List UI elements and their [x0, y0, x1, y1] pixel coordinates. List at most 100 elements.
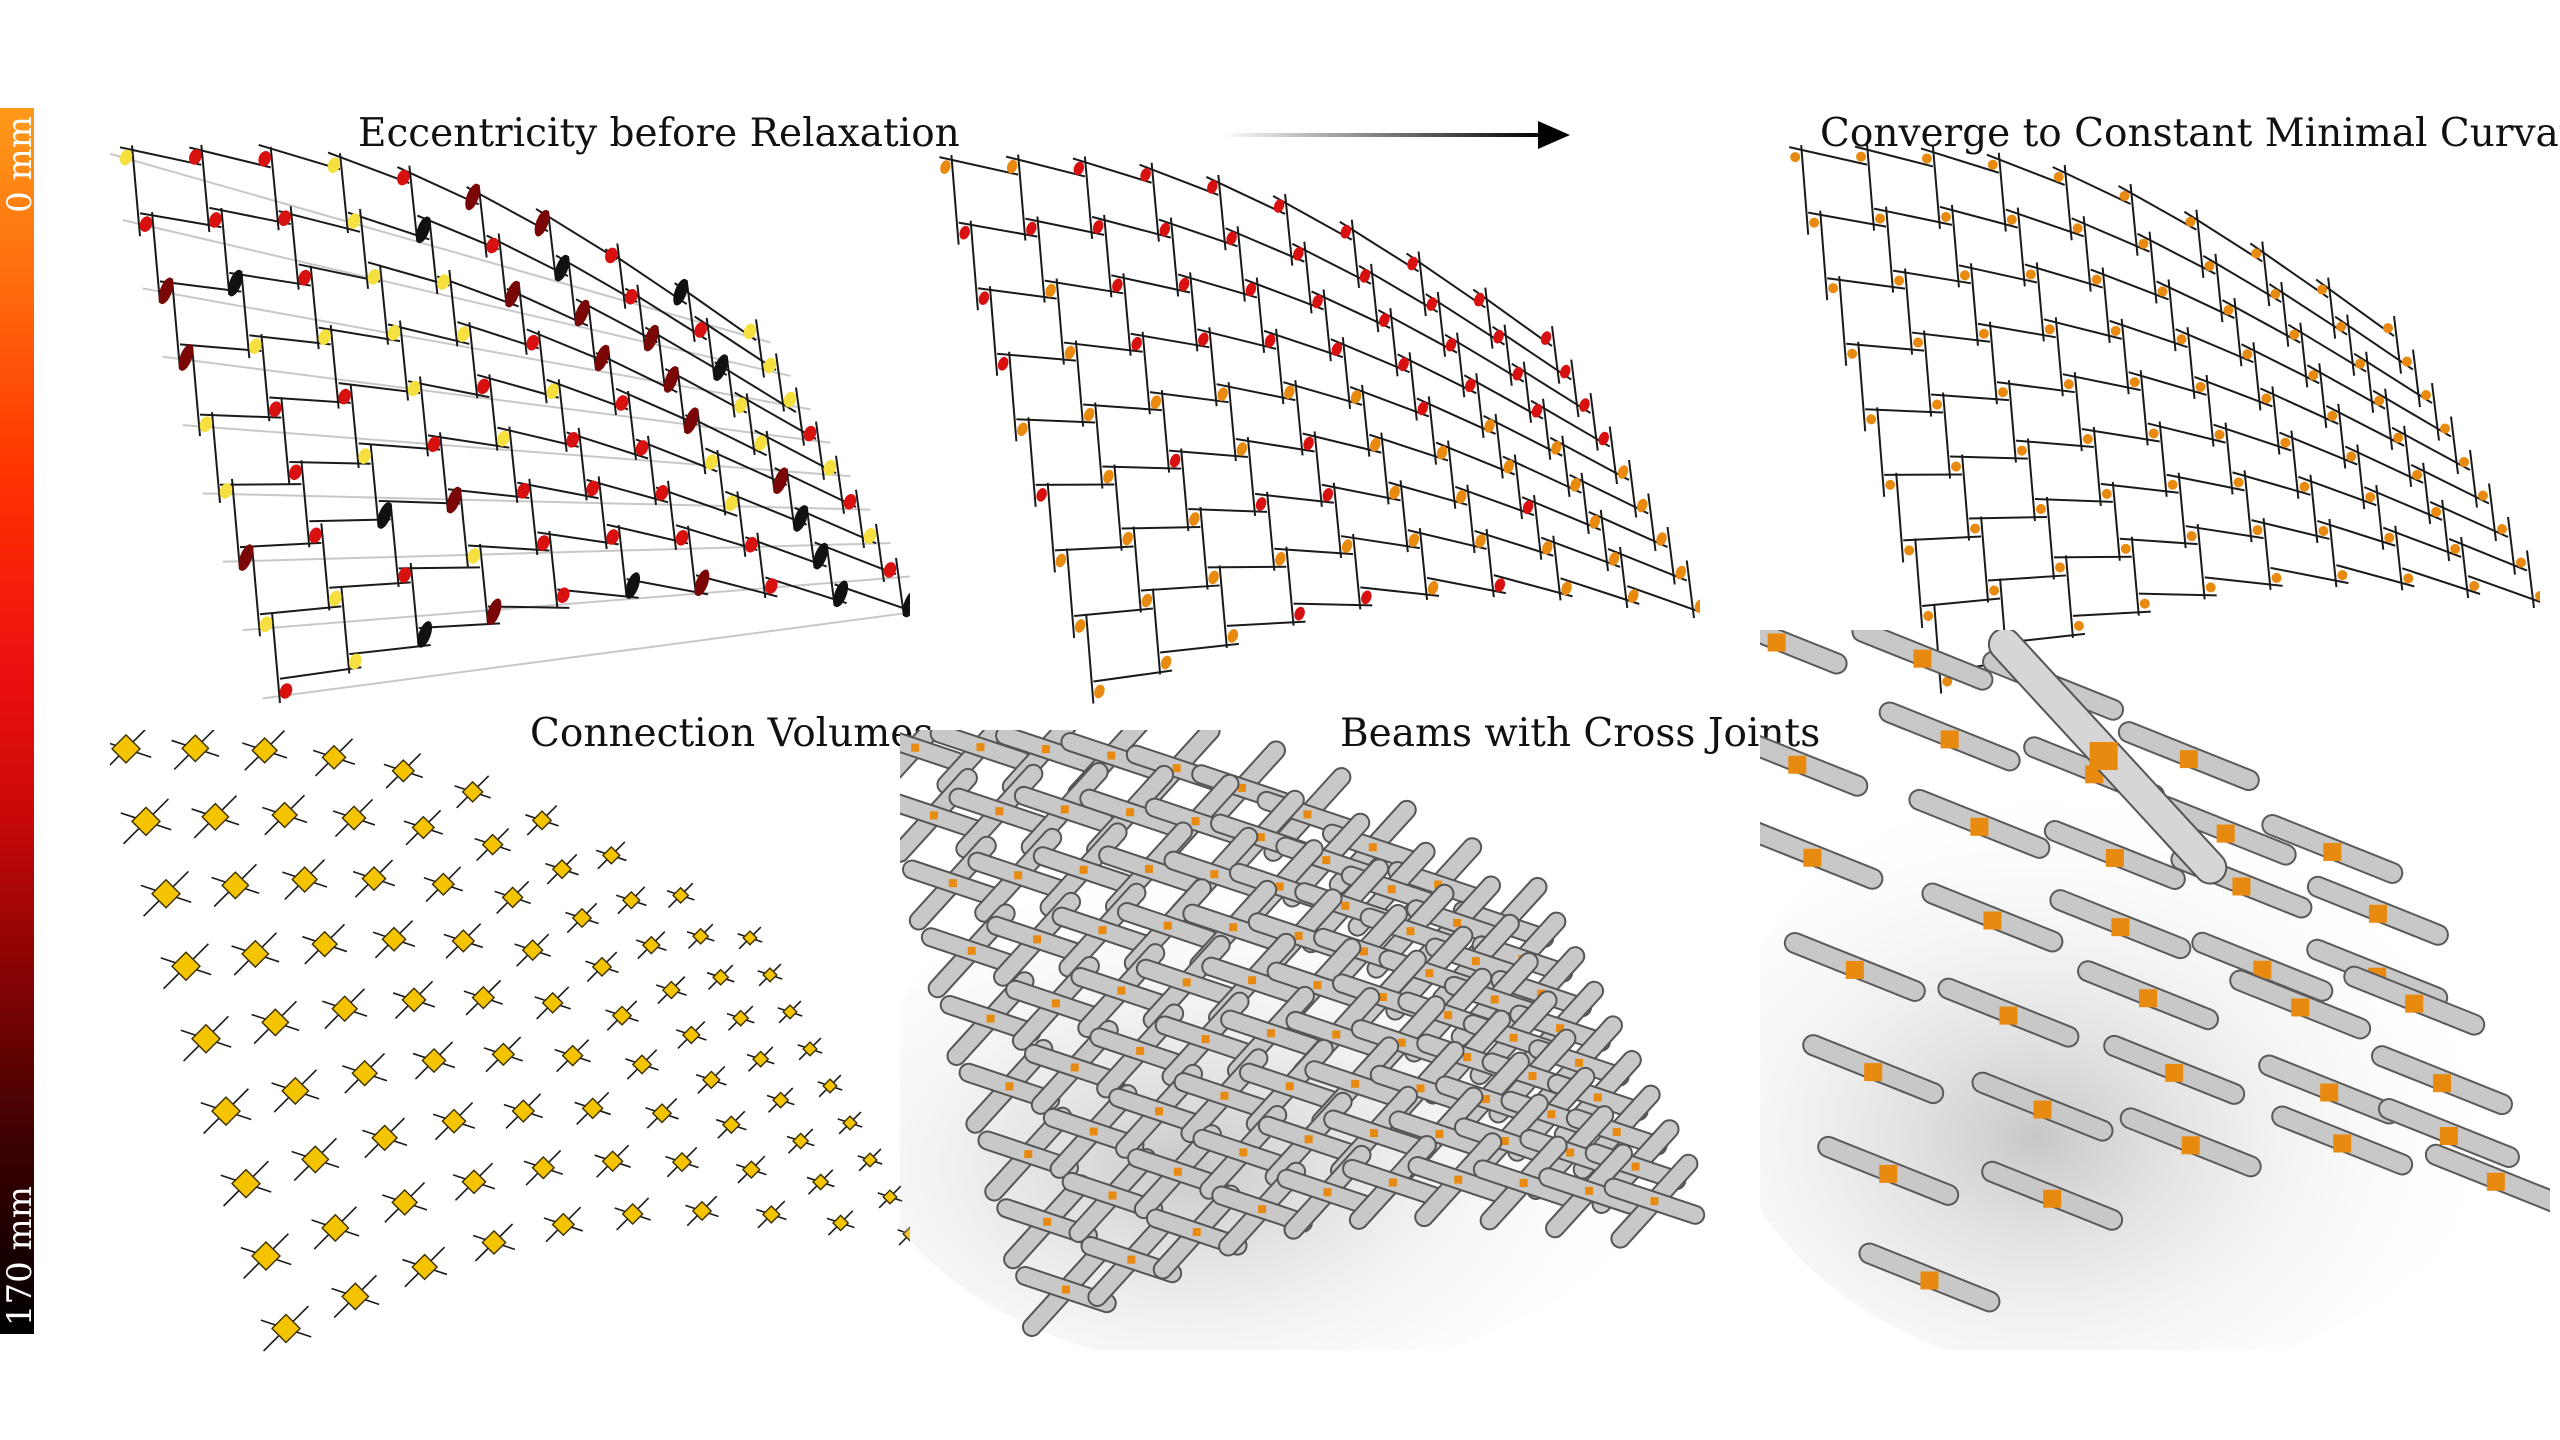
connection-volume [321, 744, 347, 770]
beam-line [785, 468, 796, 531]
beam-line [547, 211, 557, 281]
connection-volume [251, 1241, 281, 1272]
joint-marker [1159, 222, 1171, 237]
right-arrow-icon [1220, 121, 1570, 149]
beam-line [1418, 528, 1429, 600]
joint-marker [338, 388, 351, 405]
beam-line [1180, 448, 1190, 532]
joint-marker [793, 505, 809, 532]
beam-line [548, 530, 559, 608]
joint-marker [675, 530, 689, 546]
beam-line [2252, 342, 2262, 411]
cross-joint-notch [1913, 649, 1932, 668]
joint-marker [683, 407, 699, 435]
beam-line [2214, 253, 2224, 323]
joint-marker [1790, 152, 1801, 163]
beam-line [2177, 472, 2187, 549]
beam-line [398, 566, 481, 570]
beam-line [1217, 174, 1227, 251]
joint-marker [1331, 342, 1343, 356]
beam-line [349, 644, 431, 656]
joint-marker [1140, 167, 1151, 182]
beam-line [389, 503, 400, 588]
beam-line [2186, 327, 2196, 400]
beam-line [775, 353, 785, 412]
beam-line [1417, 251, 1427, 317]
connection-volume [862, 1152, 878, 1168]
beam-line [508, 426, 519, 503]
beam-line [2271, 386, 2281, 455]
beam-line [1380, 432, 1390, 505]
joint-marker [754, 435, 767, 451]
connection-volume [401, 987, 427, 1013]
cross-joint [1107, 751, 1116, 760]
cross-joint [1024, 1150, 1033, 1159]
joint-marker [1245, 282, 1257, 297]
beam-line [1980, 516, 1990, 603]
connection-volume [351, 1059, 379, 1087]
beam-line [1085, 613, 1095, 704]
joint-marker [2129, 377, 2140, 388]
beam-line [2507, 516, 2516, 575]
joint-marker [505, 280, 521, 308]
cross-joint-notch [1920, 1271, 1939, 1290]
beam-line [2137, 232, 2216, 275]
connection-volume [611, 1005, 633, 1026]
beam-line [1923, 330, 1933, 417]
beam-line [2375, 485, 2385, 550]
beam-line [1339, 220, 1420, 273]
connection-volume [521, 939, 544, 962]
joint-marker [446, 486, 462, 514]
beam-line [1160, 390, 1171, 473]
joint-marker [537, 535, 550, 551]
joint-marker [2214, 429, 2225, 440]
beam-line [2365, 351, 2375, 413]
cross-joint-notch [2111, 918, 2130, 937]
beam-line [1522, 361, 1533, 423]
beam-line [309, 265, 320, 350]
connection-volume [601, 846, 621, 865]
joint-marker [269, 401, 282, 417]
beam-line [419, 376, 429, 457]
joint-marker [2497, 524, 2507, 535]
beam-line [2372, 389, 2452, 438]
cross-joint-notch [2405, 994, 2424, 1013]
cross-joint-notch [2181, 1136, 2200, 1155]
joint-marker [2233, 477, 2244, 488]
joint-marker [1589, 515, 1601, 529]
joint-marker [2403, 573, 2414, 584]
connection-volume [621, 890, 641, 910]
beam-line [1246, 436, 1257, 517]
joint-marker [1322, 487, 1334, 502]
beam-line [320, 523, 331, 611]
joint-marker [289, 464, 302, 481]
joint-marker [2223, 305, 2234, 316]
joint-marker [158, 277, 174, 305]
beam-line [1074, 340, 1085, 427]
beam-line [2082, 216, 2092, 292]
beam-line [1132, 526, 1142, 613]
connection-volume [301, 1145, 330, 1174]
beam-line [1533, 495, 1543, 560]
joint-marker [2139, 598, 2150, 609]
beam-line [1608, 426, 1618, 485]
connection-volume [341, 805, 367, 831]
joint-marker [2365, 492, 2376, 503]
connection-volume [171, 951, 201, 982]
connection-volume [681, 1025, 701, 1045]
joint-marker [298, 269, 311, 286]
joint-marker [1809, 217, 1820, 228]
ghost-beam-line [202, 492, 871, 511]
connection-volume [621, 1202, 644, 1225]
cross-joint [1593, 1093, 1602, 1102]
connection-volume [271, 1313, 301, 1344]
beam-line [2328, 518, 2338, 588]
joint-marker [1036, 488, 1047, 502]
joint-marker [2252, 525, 2263, 536]
joint-marker [1026, 221, 1037, 236]
joint-marker [2535, 591, 2540, 601]
cross-joint-notch [2105, 848, 2124, 867]
joint-marker [1045, 283, 1056, 298]
joint-marker [2317, 284, 2328, 295]
connection-volume [291, 866, 319, 893]
